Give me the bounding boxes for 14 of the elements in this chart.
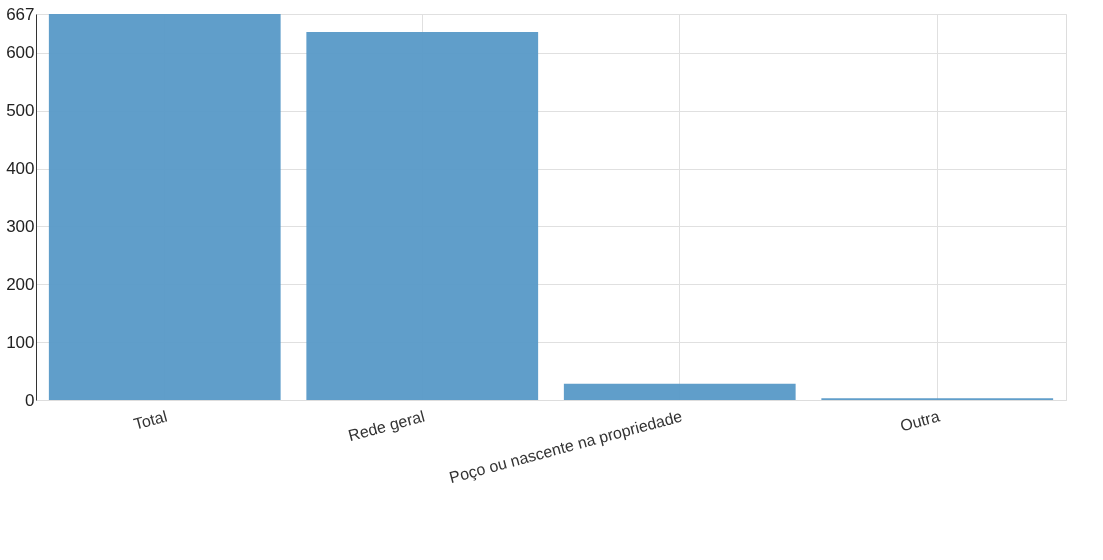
x-tick-label: Outra [898,407,942,435]
y-tick-label: 200 [6,274,35,294]
y-tick-label: 300 [6,216,35,236]
y-tick-label: 100 [6,332,35,352]
y-tick-label: 600 [6,43,35,63]
bar [306,31,539,400]
bar [563,383,796,400]
y-tick-label: 500 [6,101,35,121]
y-tick-label: 667 [6,4,35,24]
y-tick-label: 0 [25,390,35,410]
x-tick-label: Rede geral [346,407,427,445]
x-tick-label: Total [131,407,169,433]
bar [48,14,281,400]
y-tick-label: 400 [6,159,35,179]
